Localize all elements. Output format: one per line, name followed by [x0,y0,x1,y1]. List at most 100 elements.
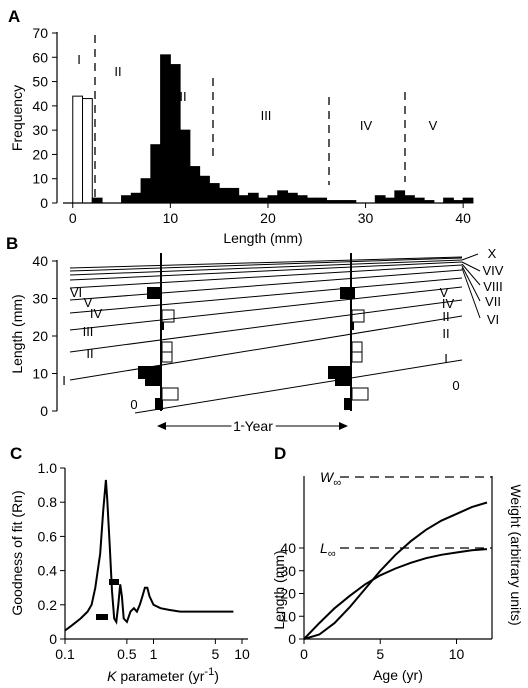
c-peak-marker [96,614,108,620]
y-tick-label: 0 [40,195,48,211]
segment-label: II [179,89,186,104]
segment-label: IV [360,118,373,133]
b-box [351,351,363,363]
x-tick-label: 0.1 [55,646,75,662]
histogram-bar [150,144,162,204]
histogram-bar [443,197,454,204]
histogram-bar [462,197,474,204]
y-tick-label: 0 [40,403,48,419]
b-callout-line [461,261,481,272]
y-tick-label: 40 [32,98,48,114]
histogram-bar [267,195,279,204]
b-cohort-line-7 [69,261,463,281]
b-cohort-line-6 [69,264,463,289]
histogram-bar [384,197,396,204]
y-tick-label: 0 [49,631,57,647]
y-tick-label: 70 [32,25,48,41]
histogram-bar [374,195,386,204]
y-tick-label: 30 [32,122,48,138]
histogram-bar [306,197,318,204]
b-box [351,341,363,353]
panel-b-letter: B [6,234,18,253]
callout-label: VII [485,294,501,309]
left-cohort-label: 0 [130,397,137,412]
panel-d-growth-curves: W∞ L∞ 0 5 10 0 10 20 30 40 Age (yr) Length (mm)… [271,469,524,683]
b-box [344,398,352,410]
histogram-bar [404,195,415,204]
histogram-bar [394,190,406,204]
panel-c-goodness-of-fit: 0.1 0.5 1 5 10 0 0.2 0.4 0.6 0.8 1.0 K parameter (… [9,460,250,684]
histogram-bar [121,195,132,204]
b-cohort-line-10 [69,256,463,269]
right-cohort-label: 0 [452,378,459,393]
b-box [161,341,173,353]
panel-d-winf-label: W∞ [320,469,341,489]
y-tick-label: 0.6 [38,528,58,544]
y-tick-label: 30 [32,291,48,307]
b-cohort-line-8 [69,259,463,276]
left-cohort-label: I [62,373,66,388]
x-tick-label: 1 [150,646,158,662]
y-tick-label: 10 [280,608,296,624]
panel-d-x-label: Age (yr) [373,667,423,683]
histogram-bar [189,166,201,204]
histogram-bar [160,54,171,204]
histogram-bar [199,175,210,204]
b-cohort-line-1 [69,315,463,381]
panel-b-histogram-boxes [138,287,369,410]
y-tick-label: 1.0 [38,460,58,476]
histogram-bar [296,195,308,204]
callout-label: VIV [483,263,504,278]
panel-a-y-label: Frequency [9,85,25,151]
b-box [147,287,162,299]
panel-c-y-label: Goodness of fit (Rn) [9,490,25,615]
histogram-bar [208,183,220,204]
x-tick-label: 0 [69,210,77,226]
segment-label: II [114,64,121,79]
x-tick-label: 5 [376,646,384,662]
y-tick-label: 20 [32,328,48,344]
panel-c-x-label: K parameter (yr-1) [107,666,219,684]
y-tick-label: 30 [280,563,296,579]
b-callout-line [461,267,481,319]
segment-label: V [429,118,438,133]
histogram-bar [91,197,103,204]
right-cohort-label: I [444,351,448,366]
b-callout-line [461,253,479,261]
panel-d-weight-curve [303,501,488,640]
x-tick-label: 10 [449,646,465,662]
x-tick-label: 10 [163,210,179,226]
b-callout-line [461,265,481,302]
panel-d-left-y-label: Length (mm) [271,550,287,629]
b-box [328,366,352,379]
histogram-bar [130,192,142,204]
panel-a-x-label: Length (mm) [223,230,302,246]
histogram-bar [277,190,288,204]
b-box [161,351,173,363]
b-cohort-line-4 [69,277,463,314]
panel-d-length-curve [303,548,488,640]
b-box [161,387,179,401]
b-box [155,398,163,410]
b-box [351,387,369,401]
b-cohort-line-3 [69,286,463,331]
c-max-marker [109,579,119,585]
y-tick-label: 40 [32,253,48,269]
panel-d-right-y-label: Weight (arbitrary units) [508,484,524,625]
b-box [138,366,162,379]
histogram-bar [228,187,240,204]
y-tick-label: 0.8 [38,494,58,510]
b-year-label: 1 Year [233,418,273,434]
histogram-bar [286,192,298,204]
y-tick-label: 20 [32,146,48,162]
x-tick-label: 0 [300,646,308,662]
y-tick-label: 40 [280,540,296,556]
histogram-bar [82,98,93,204]
y-tick-label: 0.2 [38,597,58,613]
y-tick-label: 0.4 [38,563,58,579]
b-box [335,378,352,386]
left-cohort-label: V [84,295,93,310]
